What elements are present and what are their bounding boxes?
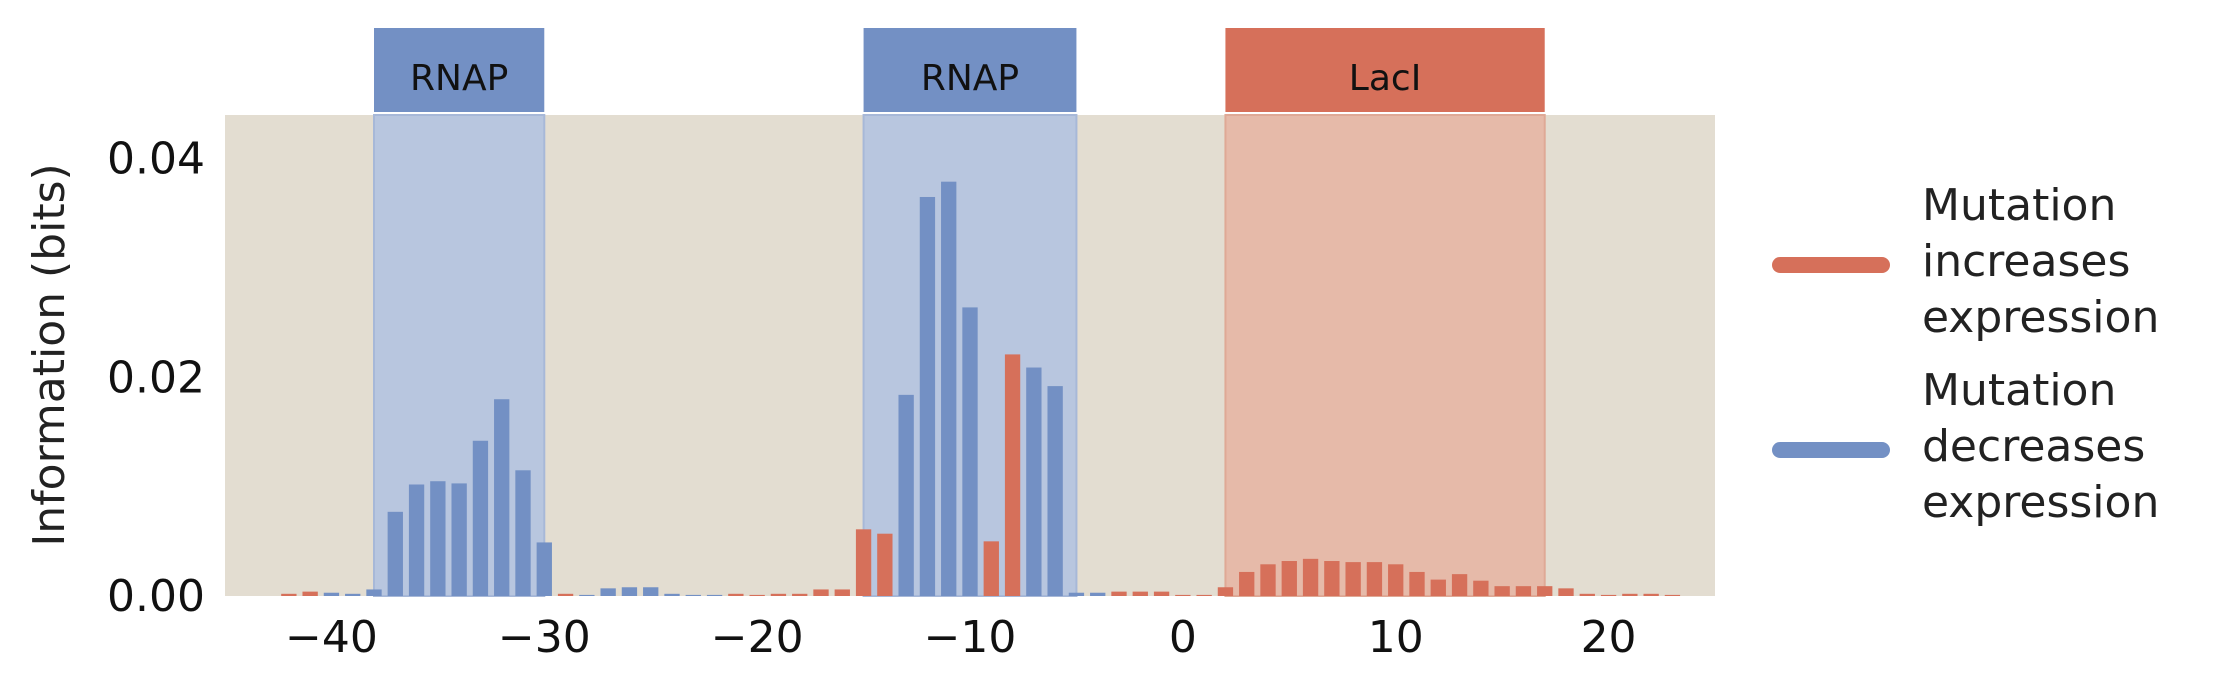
bar: [579, 594, 595, 596]
bar: [1600, 594, 1617, 596]
bar: [536, 542, 552, 596]
bar: [1068, 592, 1085, 596]
bar: [366, 589, 382, 596]
y-axis-label: Information (bits): [24, 163, 75, 546]
region-label-0: RNAP: [410, 58, 508, 99]
legend: Mutation increases expression Mutation decre…: [1772, 180, 2159, 528]
bar: [1281, 561, 1297, 596]
bar: [1111, 591, 1127, 596]
bar: [451, 483, 467, 596]
bar: [408, 484, 425, 596]
bar: [877, 533, 893, 596]
bar: [749, 594, 765, 596]
y-tick-label: 0.00: [107, 571, 205, 622]
bar: [1090, 592, 1106, 596]
bar: [770, 593, 787, 596]
bar: [472, 440, 489, 596]
bar: [685, 594, 701, 596]
x-tick-label: −30: [498, 612, 591, 663]
region-shade-2: [1224, 114, 1546, 597]
bar: [855, 529, 872, 596]
x-tick-label: −20: [711, 612, 804, 663]
bar: [1451, 574, 1468, 596]
bar: [1558, 588, 1574, 596]
bar: [1622, 593, 1638, 596]
bar: [1217, 587, 1234, 596]
x-tick-label: −10: [924, 612, 1017, 663]
bar: [1515, 586, 1532, 596]
bar: [1579, 593, 1595, 596]
bar: [1047, 386, 1063, 596]
bar: [1239, 571, 1255, 596]
binding-regions: RNAP RNAP LacI: [373, 28, 1546, 597]
bar: [792, 593, 808, 596]
bar: [281, 593, 297, 596]
legend-label-decreases: Mutation decreases expression: [1922, 365, 2159, 528]
region-header-2: [1225, 28, 1545, 112]
region-label-2: LacI: [1349, 58, 1422, 99]
legend-label-increases: Mutation increases expression: [1922, 180, 2159, 343]
x-tick-label: −40: [285, 612, 378, 663]
bar: [1004, 354, 1021, 596]
bar: [1026, 367, 1042, 596]
x-tick-label: 20: [1581, 612, 1637, 663]
bar: [1473, 580, 1489, 596]
region-label-1: RNAP: [921, 58, 1019, 99]
bar: [515, 470, 531, 596]
region-header-0: [374, 28, 545, 112]
bar: [1643, 593, 1659, 596]
region-header-1: [863, 28, 1077, 112]
bar: [1664, 594, 1681, 596]
bar: [941, 181, 957, 597]
y-axis-ticks: 0.00 0.02 0.04: [107, 134, 205, 622]
bar: [1537, 586, 1553, 596]
bar: [600, 588, 616, 596]
bar: [302, 591, 318, 596]
bar: [1132, 591, 1148, 596]
bar: [323, 592, 340, 596]
bar: [919, 196, 936, 596]
bar: [1388, 564, 1404, 596]
bar: [1153, 591, 1170, 596]
bar: [962, 307, 978, 596]
bar: [813, 589, 829, 596]
bar: [557, 593, 574, 596]
bar: [345, 593, 361, 596]
bar: [664, 593, 680, 596]
bar: [1345, 562, 1361, 596]
bar: [834, 589, 850, 596]
bar: [643, 587, 659, 596]
x-axis-ticks: −40 −30 −20 −10 0 10 20: [285, 612, 1637, 663]
x-tick-label: 10: [1368, 612, 1424, 663]
bar: [728, 593, 744, 596]
bar: [898, 394, 914, 596]
bar: [1409, 571, 1425, 596]
bar: [621, 587, 638, 596]
bar: [1430, 579, 1446, 596]
y-tick-label: 0.02: [107, 352, 205, 403]
x-tick-label: 0: [1169, 612, 1197, 663]
bar: [983, 541, 999, 596]
bar: [1260, 564, 1276, 596]
y-tick-label: 0.04: [107, 134, 205, 185]
bar: [430, 481, 446, 596]
bar: [1302, 558, 1319, 596]
bar: [706, 594, 723, 596]
bars: [281, 181, 1681, 597]
bar: [1196, 594, 1212, 596]
bar: [387, 511, 403, 596]
bar: [1494, 586, 1510, 596]
bar: [1366, 562, 1383, 596]
bar: [1324, 561, 1340, 596]
bar: [1175, 594, 1191, 596]
bar: [494, 399, 510, 596]
